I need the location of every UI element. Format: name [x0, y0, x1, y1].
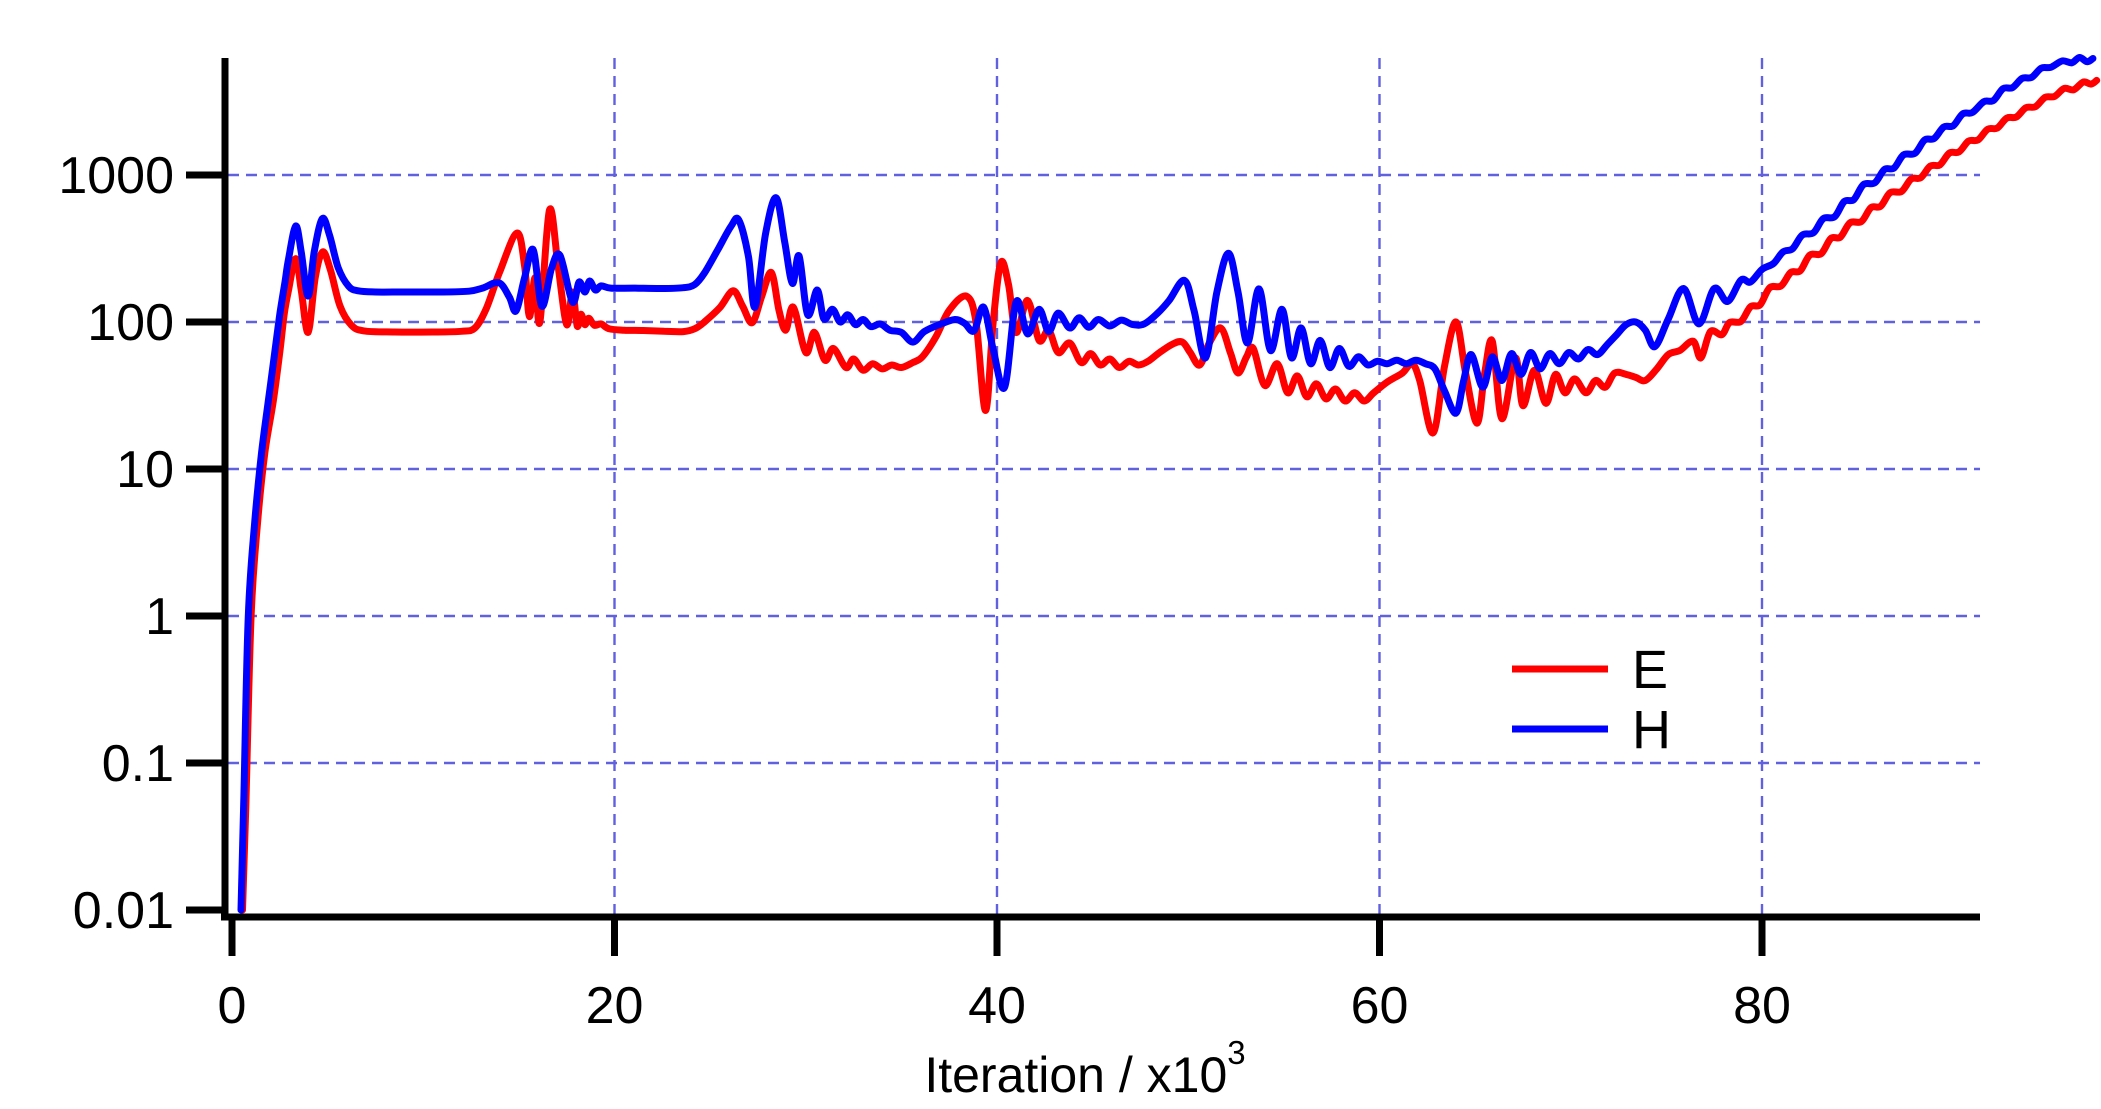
series-H-line [237, 54, 2097, 914]
x-tick-label: 60 [1351, 977, 1409, 1035]
x-tick-label: 20 [586, 977, 644, 1035]
x-axis-title: Iteration / x103 [924, 1034, 1245, 1103]
x-tick-label: 0 [218, 977, 247, 1035]
legend-label-E: E [1632, 640, 1668, 700]
y-tick-label: 10 [116, 441, 174, 499]
y-tick-label: 1000 [58, 147, 174, 205]
legend-label-H: H [1632, 700, 1671, 760]
y-tick-label: 1 [145, 588, 174, 646]
x-tick-label: 40 [968, 977, 1026, 1035]
series-E-line [239, 76, 2101, 914]
x-tick-label: 80 [1733, 977, 1791, 1035]
y-tick-label: 0.01 [73, 882, 174, 940]
y-tick-label: 100 [87, 294, 174, 352]
y-tick-label: 0.1 [102, 735, 174, 793]
